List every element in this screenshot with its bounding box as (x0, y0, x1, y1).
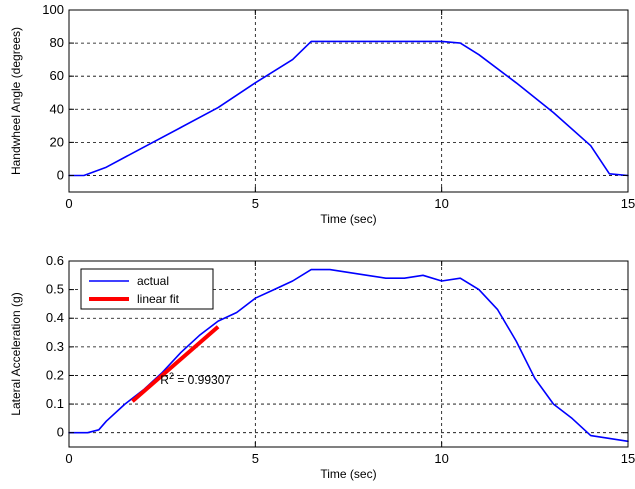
chart-1: 0 5 10 15 0 20 40 60 80 100 Time (sec) Handwheel An… (9, 2, 635, 226)
legend-box (80, 268, 214, 310)
legend-label-linear-fit: linear fit (137, 292, 180, 306)
axes-frame (68, 260, 629, 448)
y-tick-label: 0 (57, 167, 64, 182)
x-axis-label: Time (sec) (320, 212, 376, 226)
legend-label-actual: actual (137, 274, 169, 288)
plot-area (69, 10, 628, 192)
y-tick-label: 0.3 (46, 339, 64, 354)
y-axis-label: Lateral Acceleration (g) (9, 292, 23, 415)
chart-2: 0 5 10 15 0 0.1 0.2 0.3 0.4 0.5 0.6 Time (sec) Later… (9, 253, 635, 481)
y-tick-label: 80 (50, 35, 64, 50)
y-tick-label: 0.5 (46, 282, 64, 297)
x-axis-label: Time (sec) (320, 467, 376, 481)
y-axis-label: Handwheel Angle (degrees) (9, 27, 23, 175)
y-tick-label: 40 (50, 101, 64, 116)
y-tick-label: 20 (50, 134, 64, 149)
x-tick-label: 15 (621, 451, 635, 466)
x-tick-label: 0 (65, 196, 72, 211)
axes-frame (68, 9, 629, 193)
y-tick-label: 0.2 (46, 367, 64, 382)
y-tick-label: 0.6 (46, 253, 64, 268)
y-tick-label: 60 (50, 68, 64, 83)
x-tick-label: 15 (621, 196, 635, 211)
x-tick-label: 10 (434, 196, 448, 211)
r-squared-annotation: R2 = 0.99307 (160, 371, 231, 387)
y-tick-label: 0.4 (46, 310, 64, 325)
x-tick-label: 5 (252, 451, 259, 466)
x-tick-label: 10 (434, 451, 448, 466)
y-tick-label: 0 (57, 425, 64, 440)
y-tick-label: 100 (42, 2, 64, 17)
series-line-linear-fit (131, 325, 220, 403)
series-line-handwheel-angle (68, 40, 629, 177)
x-tick-label: 0 (65, 451, 72, 466)
x-tick-label: 5 (252, 196, 259, 211)
y-tick-label: 0.1 (46, 396, 64, 411)
